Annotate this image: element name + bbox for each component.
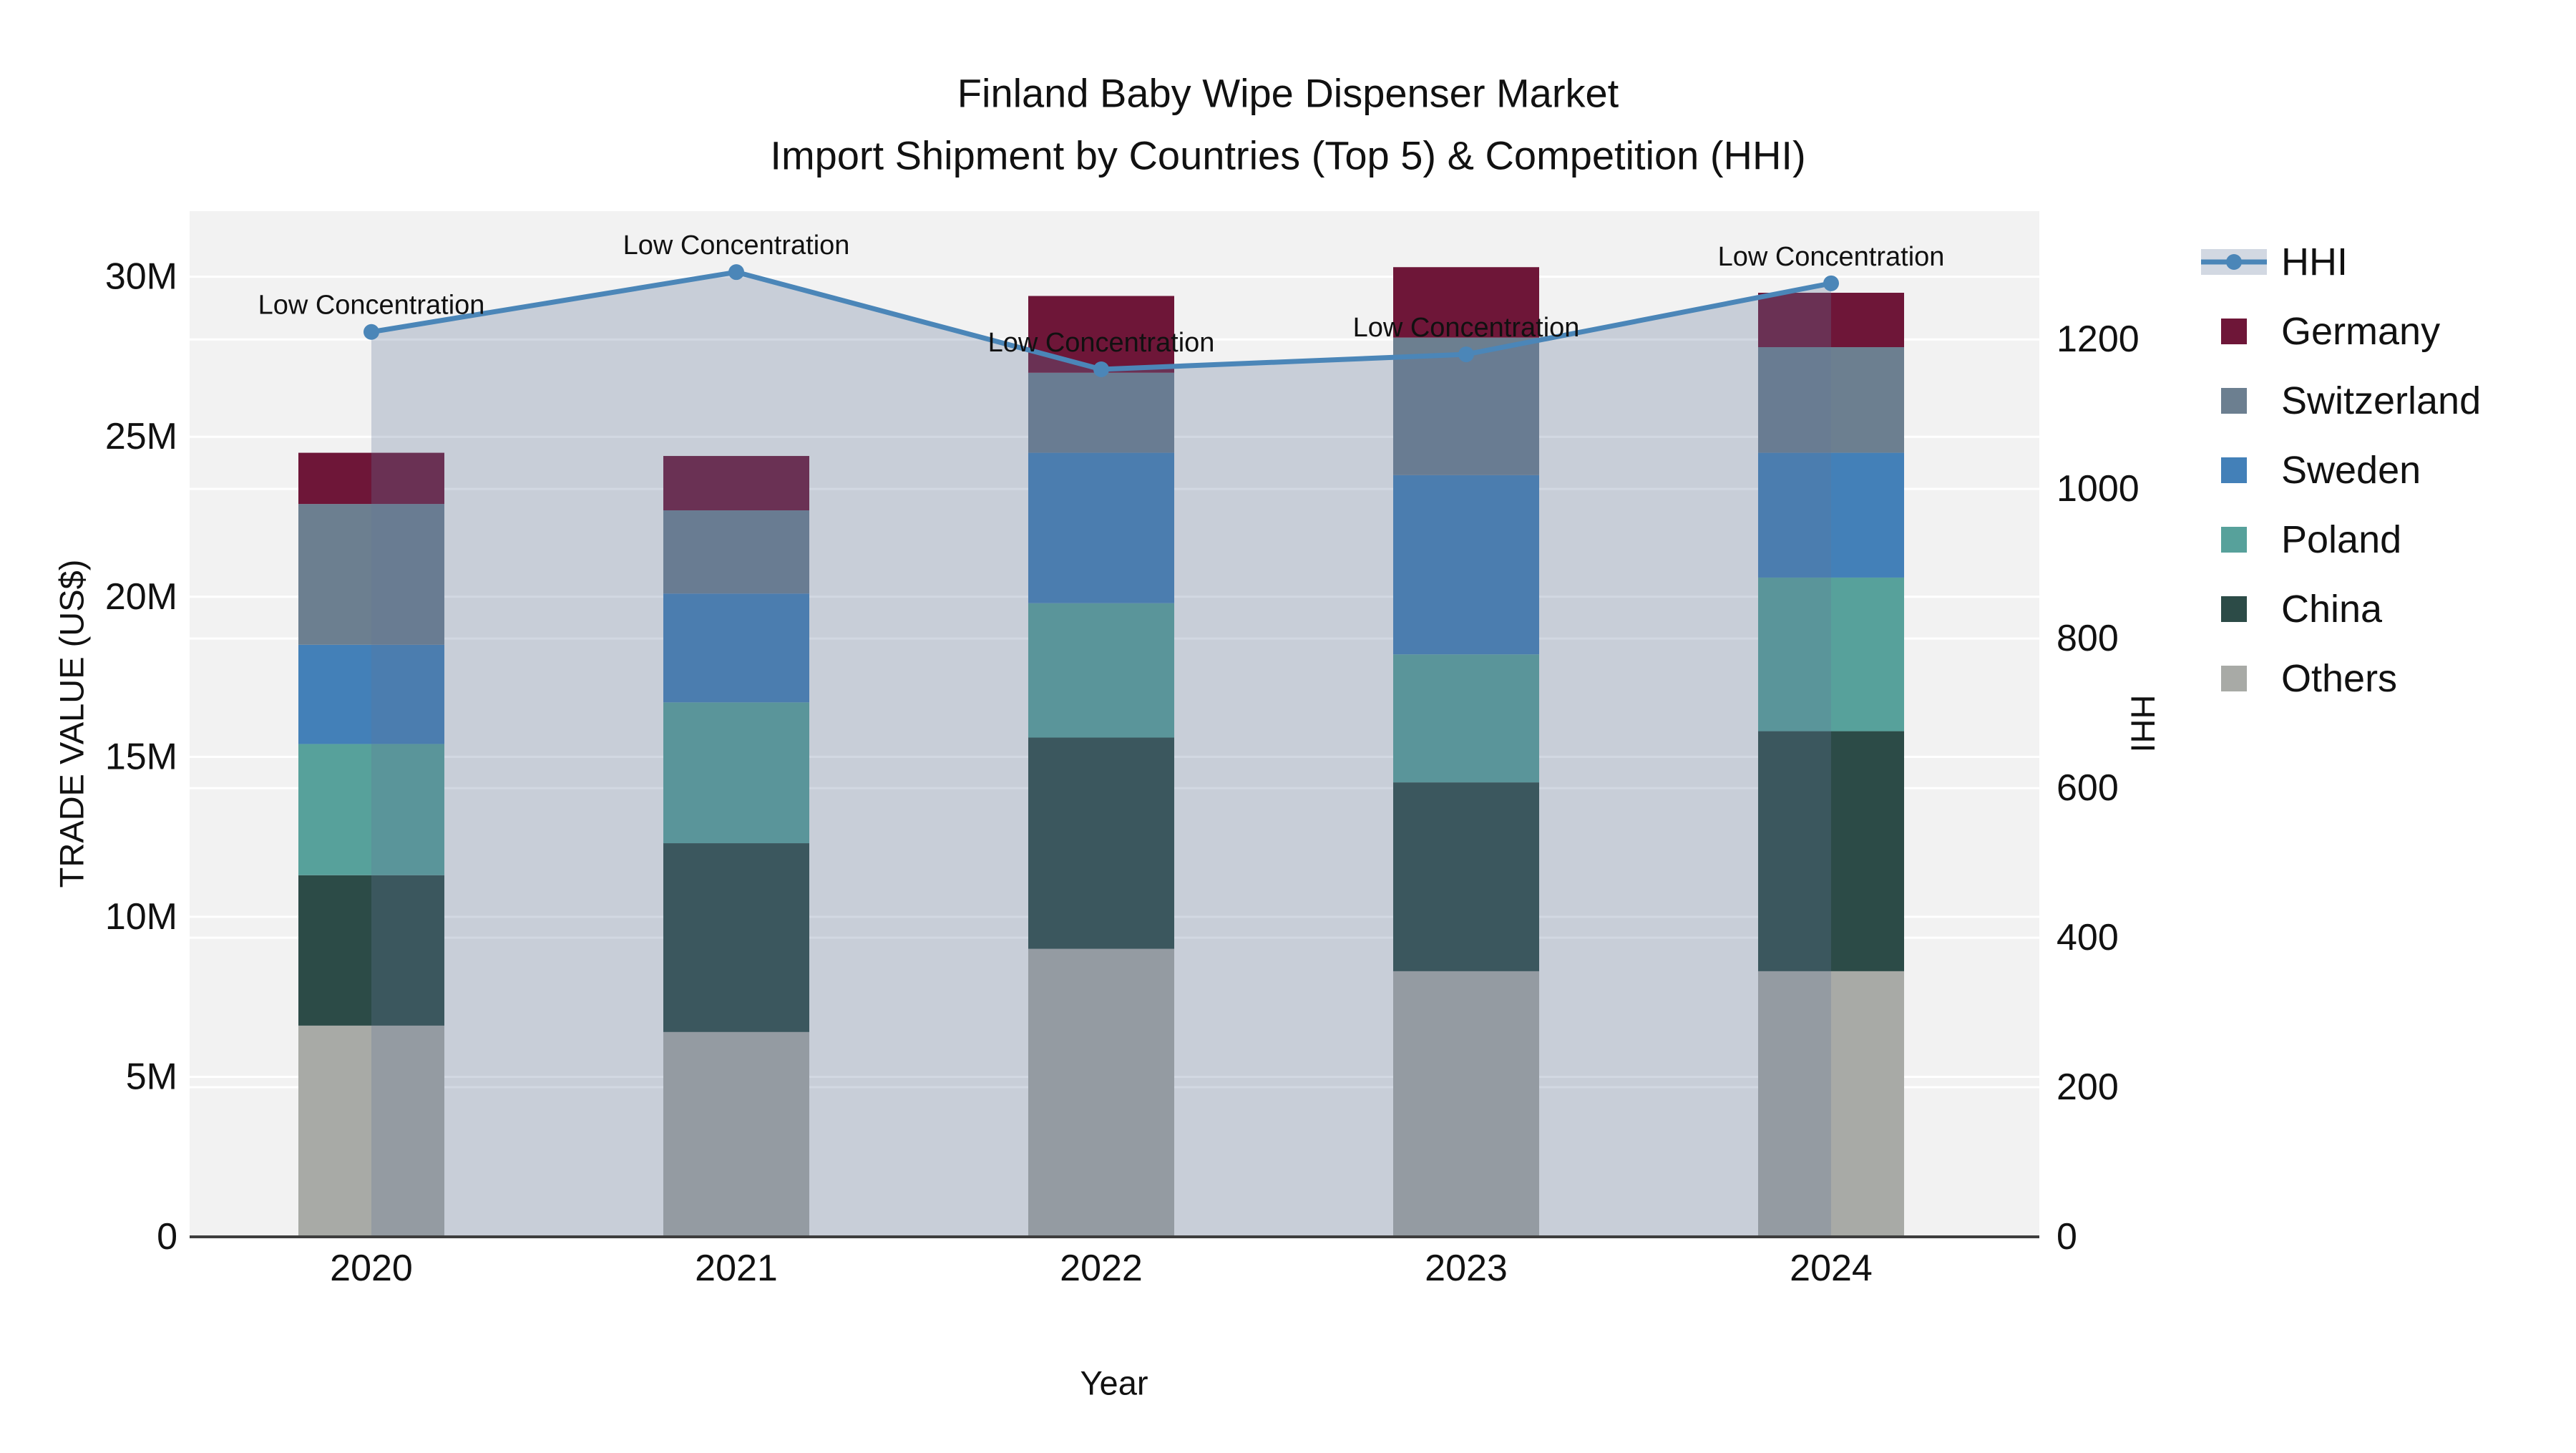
legend-item-sweden[interactable]: Sweden	[2221, 449, 2421, 492]
x-tick-2022: 2022	[1060, 1248, 1143, 1289]
bar-segment-china-2020[interactable]	[298, 875, 444, 1026]
y-right-tick-600: 600	[2057, 767, 2119, 809]
bar-segment-switzerland-2024[interactable]	[1758, 347, 1904, 453]
bar-segment-others-2022[interactable]	[1028, 948, 1174, 1237]
bar-segment-poland-2022[interactable]	[1028, 603, 1174, 738]
legend-label-germany: Germany	[2281, 310, 2440, 353]
legend-swatch-icon-poland	[2221, 527, 2247, 553]
legend-label-others: Others	[2281, 657, 2397, 700]
legend-label-hhi: HHI	[2281, 240, 2348, 283]
x-axis-title: Year	[1080, 1364, 1148, 1402]
bar-segment-poland-2023[interactable]	[1393, 654, 1539, 783]
legend-label-sweden: Sweden	[2281, 449, 2421, 492]
y-left-tick-10M: 10M	[105, 896, 177, 938]
bar-segment-others-2020[interactable]	[298, 1025, 444, 1237]
bar-segment-germany-2024[interactable]	[1758, 293, 1904, 348]
bar-segment-china-2023[interactable]	[1393, 782, 1539, 971]
bar-segment-switzerland-2020[interactable]	[298, 504, 444, 645]
legend-item-china[interactable]: China	[2221, 588, 2383, 631]
y-right-tick-800: 800	[2057, 618, 2119, 659]
hhi-marker-2023[interactable]	[1458, 346, 1474, 363]
legend-label-switzerland: Switzerland	[2281, 379, 2481, 422]
bar-segment-others-2021[interactable]	[663, 1031, 809, 1237]
legend-item-poland[interactable]: Poland	[2221, 518, 2401, 561]
legend-swatch-icon-germany	[2221, 319, 2247, 344]
annotation-2021: Low Concentration	[623, 230, 850, 261]
legend-item-germany[interactable]: Germany	[2221, 310, 2440, 353]
bar-segment-poland-2020[interactable]	[298, 744, 444, 875]
bar-segment-sweden-2022[interactable]	[1028, 452, 1174, 603]
hhi-marker-2020[interactable]	[364, 324, 379, 340]
bar-segment-others-2024[interactable]	[1758, 971, 1904, 1237]
y-right-tick-1000: 1000	[2057, 468, 2140, 510]
hhi-marker-2022[interactable]	[1093, 361, 1109, 377]
y-left-tick-20M: 20M	[105, 576, 177, 618]
bar-segment-china-2021[interactable]	[663, 843, 809, 1032]
x-tick-2021: 2021	[695, 1248, 778, 1289]
annotation-2023: Low Concentration	[1353, 313, 1580, 343]
x-tick-2023: 2023	[1425, 1248, 1508, 1289]
y-axis-title-right: HHI	[2124, 695, 2162, 753]
hhi-marker-2024[interactable]	[1823, 275, 1839, 291]
chart-title-line1: Finland Baby Wipe Dispenser Market	[957, 71, 1619, 116]
x-tick-2020: 2020	[330, 1248, 413, 1289]
legend-label-china: China	[2281, 588, 2383, 631]
legend-item-hhi[interactable]: HHI	[2201, 240, 2348, 283]
y-right-tick-1200: 1200	[2057, 319, 2140, 360]
legend-swatch-icon-china	[2221, 596, 2247, 622]
annotation-2024: Low Concentration	[1718, 242, 1945, 272]
y-left-tick-5M: 5M	[126, 1056, 177, 1097]
y-right-tick-200: 200	[2057, 1066, 2119, 1108]
bar-segment-sweden-2024[interactable]	[1758, 452, 1904, 578]
y-left-tick-15M: 15M	[105, 736, 177, 777]
legend-item-switzerland[interactable]: Switzerland	[2221, 379, 2481, 422]
bar-segment-sweden-2023[interactable]	[1393, 475, 1539, 655]
chart-title-line2: Import Shipment by Countries (Top 5) & C…	[770, 133, 1805, 178]
y-axis-title-left: TRADE VALUE (US$)	[53, 560, 91, 888]
y-left-tick-30M: 30M	[105, 256, 177, 298]
bar-segment-germany-2020[interactable]	[298, 452, 444, 505]
bar-segment-germany-2021[interactable]	[663, 456, 809, 511]
legend-swatch-icon-others	[2221, 666, 2247, 691]
bar-segment-poland-2024[interactable]	[1758, 577, 1904, 732]
legend-item-others[interactable]: Others	[2221, 657, 2397, 700]
legend-hhi-marker-icon	[2226, 254, 2242, 270]
annotation-2020: Low Concentration	[258, 291, 485, 321]
y-left-tick-0: 0	[157, 1216, 177, 1258]
bar-segment-sweden-2020[interactable]	[298, 644, 444, 744]
y-left-tick-25M: 25M	[105, 416, 177, 457]
y-right-tick-0: 0	[2057, 1216, 2077, 1258]
hhi-marker-2021[interactable]	[728, 264, 744, 281]
legend-swatch-icon-sweden	[2221, 457, 2247, 483]
annotation-2022: Low Concentration	[988, 328, 1215, 358]
bar-segment-sweden-2021[interactable]	[663, 593, 809, 703]
legend-label-poland: Poland	[2281, 518, 2401, 561]
bar-segment-germany-2023[interactable]	[1393, 267, 1539, 338]
bar-segment-china-2024[interactable]	[1758, 731, 1904, 971]
bar-segment-others-2023[interactable]	[1393, 971, 1539, 1237]
bar-segment-poland-2021[interactable]	[663, 702, 809, 844]
y-right-tick-400: 400	[2057, 917, 2119, 958]
bar-segment-switzerland-2021[interactable]	[663, 510, 809, 594]
hhi-area-fill	[371, 272, 1831, 1238]
bar-segment-germany-2022[interactable]	[1028, 296, 1174, 373]
legend-swatch-icon-switzerland	[2221, 388, 2247, 414]
bar-segment-switzerland-2022[interactable]	[1028, 372, 1174, 453]
x-tick-2024: 2024	[1790, 1248, 1873, 1289]
bar-segment-china-2022[interactable]	[1028, 737, 1174, 949]
